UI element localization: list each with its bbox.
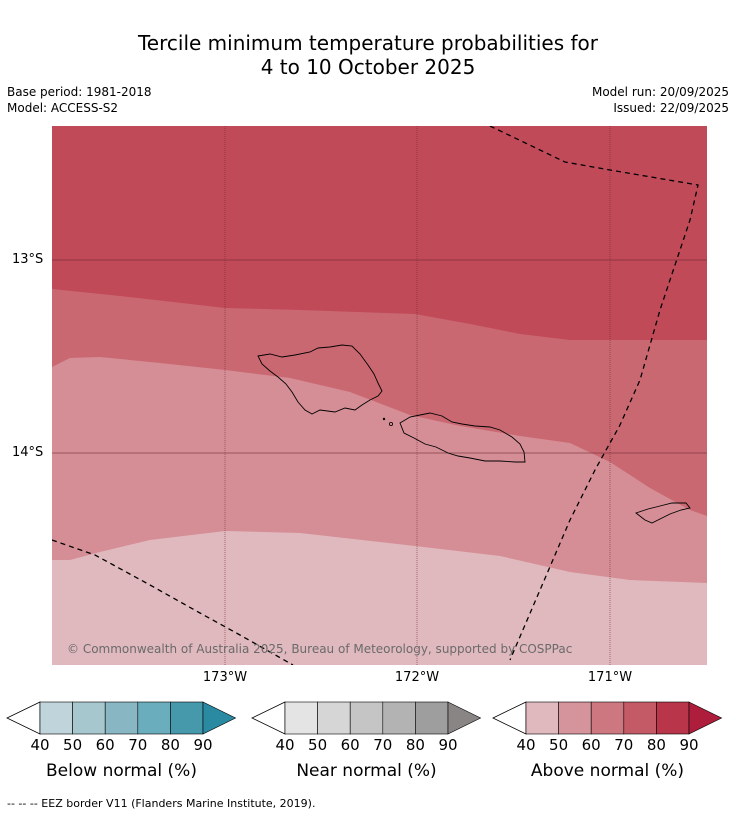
lon-label-173w: 173°W bbox=[202, 670, 248, 685]
issued-date: Issued: 22/09/2025 bbox=[613, 101, 729, 115]
colorbar-segment bbox=[137, 701, 171, 735]
colorbar-segment bbox=[349, 701, 384, 735]
copyright-notice: © Commonwealth of Australia 2025, Bureau… bbox=[67, 642, 573, 656]
colorbar-segment bbox=[104, 701, 139, 735]
colorbar-tick-label: 50 bbox=[308, 736, 328, 754]
lat-label-14s: 14°S bbox=[12, 445, 44, 460]
colorbar-segment bbox=[39, 701, 73, 735]
colorbar-tick-label: 80 bbox=[405, 736, 425, 754]
colorbar-segment bbox=[317, 701, 351, 735]
model-run-date: Model run: 20/09/2025 bbox=[591, 85, 729, 99]
colorbar-title: Below normal (%) bbox=[46, 761, 197, 781]
eez-border bbox=[52, 126, 699, 665]
lon-label-171w: 171°W bbox=[587, 670, 633, 685]
colorbar-over-triangle bbox=[688, 701, 723, 735]
eez-footnote: -- -- -- EEZ border V11 (Flanders Marine… bbox=[7, 797, 316, 810]
colorbar-tick-label: 70 bbox=[373, 736, 393, 754]
colorbar-tick-label: 80 bbox=[646, 736, 666, 754]
colorbar-tick-label: 40 bbox=[516, 736, 536, 754]
colorbar-segment bbox=[656, 701, 690, 735]
manono-island bbox=[382, 417, 386, 421]
colorbar-under-triangle bbox=[492, 701, 527, 735]
colorbar-tick-label: 60 bbox=[340, 736, 360, 754]
colorbar-near-normal bbox=[251, 701, 482, 735]
colorbar-tick-label: 50 bbox=[549, 736, 569, 754]
model-name: Model: ACCESS-S2 bbox=[7, 101, 119, 115]
colorbar-above-normal bbox=[492, 701, 723, 735]
colorbar-under-triangle bbox=[251, 701, 286, 735]
map-area bbox=[52, 126, 707, 665]
colorbar-tick-label: 70 bbox=[128, 736, 148, 754]
colorbar-tick-label: 40 bbox=[275, 736, 295, 754]
colorbar-segment bbox=[284, 701, 318, 735]
title-line-1: Tercile minimum temperature probabilitie… bbox=[137, 31, 599, 55]
band-40-50 bbox=[52, 531, 707, 665]
colorbar-segment bbox=[170, 701, 204, 735]
lat-label-13s: 13°S bbox=[12, 252, 44, 267]
colorbar-tick-label: 60 bbox=[95, 736, 115, 754]
colorbar-title: Near normal (%) bbox=[296, 761, 437, 781]
colorbar-tick-label: 90 bbox=[438, 736, 458, 754]
colorbar-below-normal bbox=[6, 701, 237, 735]
graticule bbox=[52, 126, 707, 665]
colorbar-tick-label: 80 bbox=[160, 736, 180, 754]
colorbar-tick-label: 90 bbox=[193, 736, 213, 754]
colorbar-tick-label: 50 bbox=[63, 736, 83, 754]
colorbar-over-triangle bbox=[447, 701, 482, 735]
colorbar-title: Above normal (%) bbox=[530, 761, 685, 781]
colorbar-under-triangle bbox=[6, 701, 41, 735]
colorbar-segment bbox=[415, 701, 449, 735]
colorbar-tick-label: 90 bbox=[679, 736, 699, 754]
base-period: Base period: 1981-2018 bbox=[7, 85, 152, 99]
colorbar-segment bbox=[525, 701, 559, 735]
colorbar-over-triangle bbox=[202, 701, 237, 735]
apolima-island bbox=[388, 421, 393, 426]
colorbar-tick-label: 40 bbox=[30, 736, 50, 754]
savaii-island bbox=[257, 344, 383, 415]
colorbar-segment bbox=[72, 701, 106, 735]
upolu-island bbox=[399, 412, 526, 463]
lon-label-172w: 172°W bbox=[394, 670, 440, 685]
colorbar-segment bbox=[623, 701, 657, 735]
tutuila-island bbox=[635, 502, 691, 524]
colorbar-tick-label: 70 bbox=[614, 736, 634, 754]
title-line-2: 4 to 10 October 2025 bbox=[260, 55, 476, 79]
colorbar-segment bbox=[382, 701, 416, 735]
colorbar-tick-label: 60 bbox=[581, 736, 601, 754]
colorbar-segment bbox=[590, 701, 625, 735]
colorbar-segment bbox=[558, 701, 592, 735]
